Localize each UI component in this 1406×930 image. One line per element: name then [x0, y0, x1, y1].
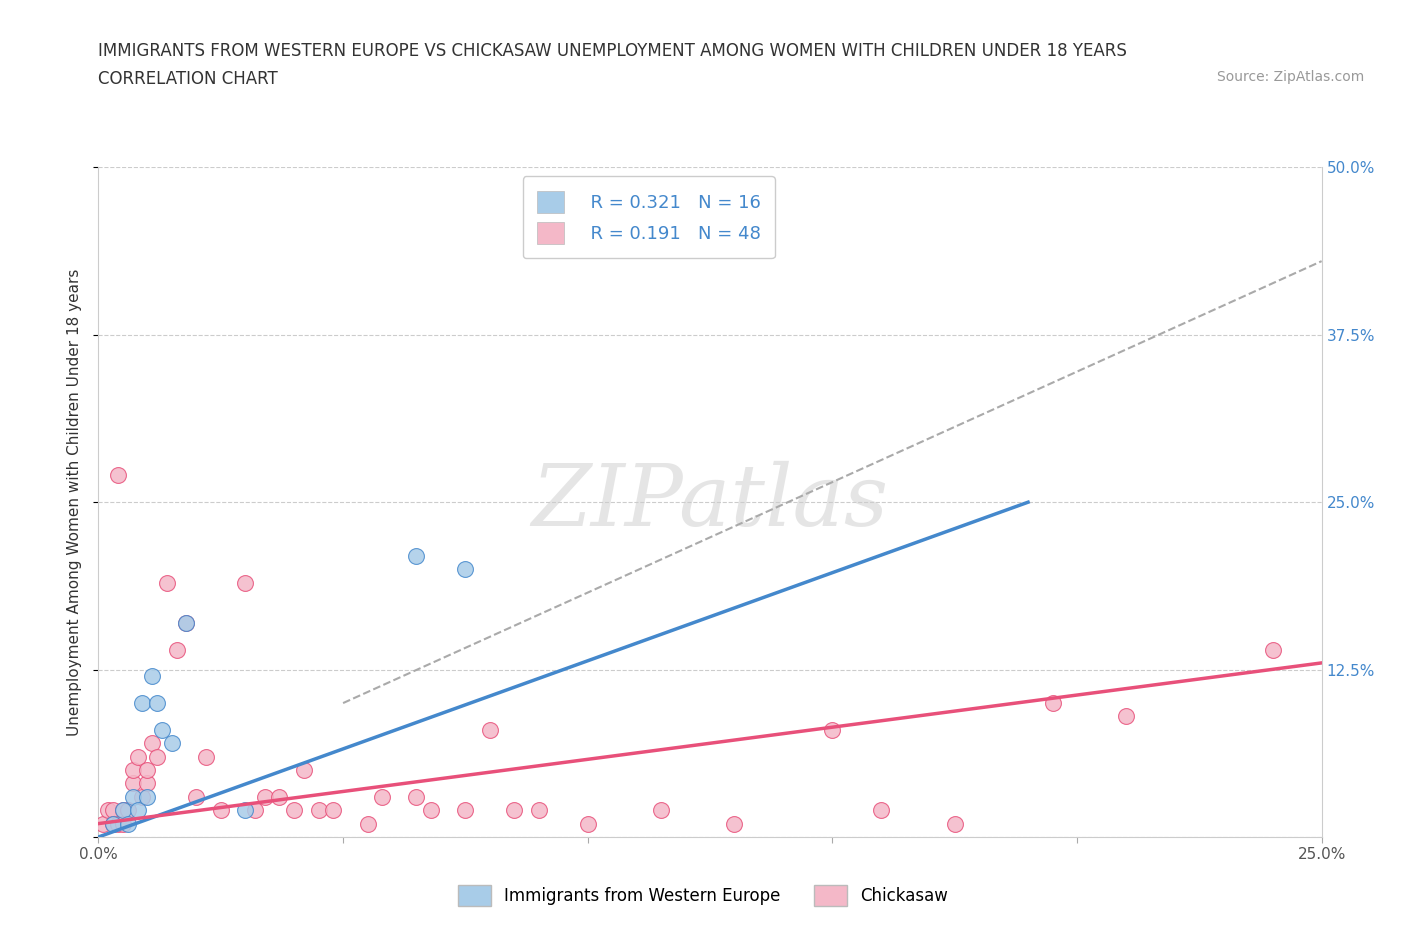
Point [146, 696, 169, 711]
Point [527, 803, 550, 817]
Point [127, 750, 149, 764]
Text: ZIPatlas: ZIPatlas [531, 461, 889, 543]
Point [283, 803, 305, 817]
Point [356, 817, 378, 831]
Point [650, 803, 672, 817]
Point [233, 803, 256, 817]
Legend:   R = 0.321   N = 16,   R = 0.191   N = 48: R = 0.321 N = 16, R = 0.191 N = 48 [523, 177, 775, 259]
Point [146, 750, 169, 764]
Point [478, 723, 501, 737]
Point [127, 803, 149, 817]
Point [243, 803, 266, 817]
Point [141, 669, 163, 684]
Point [1115, 709, 1137, 724]
Point [136, 763, 159, 777]
Point [111, 803, 134, 817]
Point [292, 763, 315, 777]
Point [195, 750, 218, 764]
Point [111, 817, 134, 831]
Point [821, 723, 844, 737]
Point [117, 817, 139, 831]
Point [405, 549, 427, 564]
Point [209, 803, 232, 817]
Point [111, 803, 134, 817]
Point [576, 240, 599, 255]
Point [233, 575, 256, 590]
Text: Source: ZipAtlas.com: Source: ZipAtlas.com [1216, 70, 1364, 84]
Text: CORRELATION CHART: CORRELATION CHART [98, 70, 278, 87]
Point [121, 776, 143, 790]
Point [121, 763, 143, 777]
Point [131, 790, 153, 804]
Point [176, 616, 198, 631]
Point [101, 817, 124, 831]
Point [405, 790, 427, 804]
Point [107, 468, 129, 483]
Point [576, 817, 599, 831]
Point [150, 723, 173, 737]
Point [269, 790, 291, 804]
Point [166, 642, 188, 657]
Point [308, 803, 330, 817]
Point [186, 790, 208, 804]
Point [1261, 642, 1284, 657]
Point [454, 562, 477, 577]
Point [97, 803, 120, 817]
Point [176, 616, 198, 631]
Y-axis label: Unemployment Among Women with Children Under 18 years: Unemployment Among Women with Children U… [67, 269, 83, 736]
Text: IMMIGRANTS FROM WESTERN EUROPE VS CHICKASAW UNEMPLOYMENT AMONG WOMEN WITH CHILDR: IMMIGRANTS FROM WESTERN EUROPE VS CHICKA… [98, 42, 1128, 60]
Point [156, 575, 179, 590]
Point [101, 817, 124, 831]
Point [870, 803, 893, 817]
Point [136, 776, 159, 790]
Point [253, 790, 276, 804]
Point [136, 790, 159, 804]
Point [371, 790, 394, 804]
Point [943, 817, 966, 831]
Point [131, 696, 153, 711]
Point [1042, 696, 1064, 711]
Point [160, 736, 183, 751]
Point [454, 803, 477, 817]
Point [101, 803, 124, 817]
Point [141, 736, 163, 751]
Point [503, 803, 526, 817]
Point [723, 817, 745, 831]
Point [420, 803, 443, 817]
Point [107, 817, 129, 831]
Point [91, 817, 114, 831]
Point [117, 803, 139, 817]
Point [322, 803, 344, 817]
Point [121, 790, 143, 804]
Legend: Immigrants from Western Europe, Chickasaw: Immigrants from Western Europe, Chickasa… [451, 879, 955, 912]
